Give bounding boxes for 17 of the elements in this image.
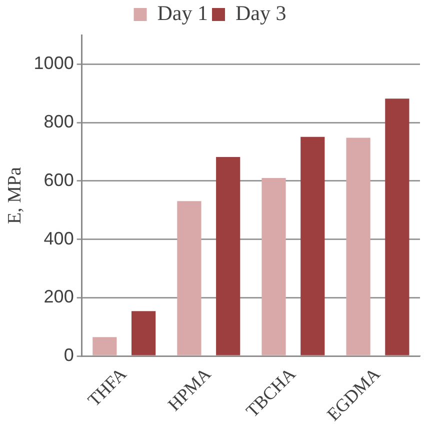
bar xyxy=(262,178,286,356)
legend-label: Day 3 xyxy=(236,1,286,26)
y-tick-label: 0 xyxy=(64,345,74,366)
bar xyxy=(216,157,240,356)
y-tick-label: 200 xyxy=(44,286,74,307)
legend-label: Day 1 xyxy=(157,1,208,26)
bar xyxy=(132,311,156,356)
y-tick-label: 800 xyxy=(44,112,74,132)
y-tick-label: 400 xyxy=(44,228,74,248)
bar xyxy=(346,138,370,356)
bar xyxy=(300,136,325,356)
bar xyxy=(92,337,117,356)
y-axis-title: E, MPa xyxy=(4,166,26,224)
bar xyxy=(177,201,202,356)
y-tick-label: 600 xyxy=(44,170,74,190)
y-tick-label: 1000 xyxy=(34,53,74,74)
bar xyxy=(385,98,410,356)
